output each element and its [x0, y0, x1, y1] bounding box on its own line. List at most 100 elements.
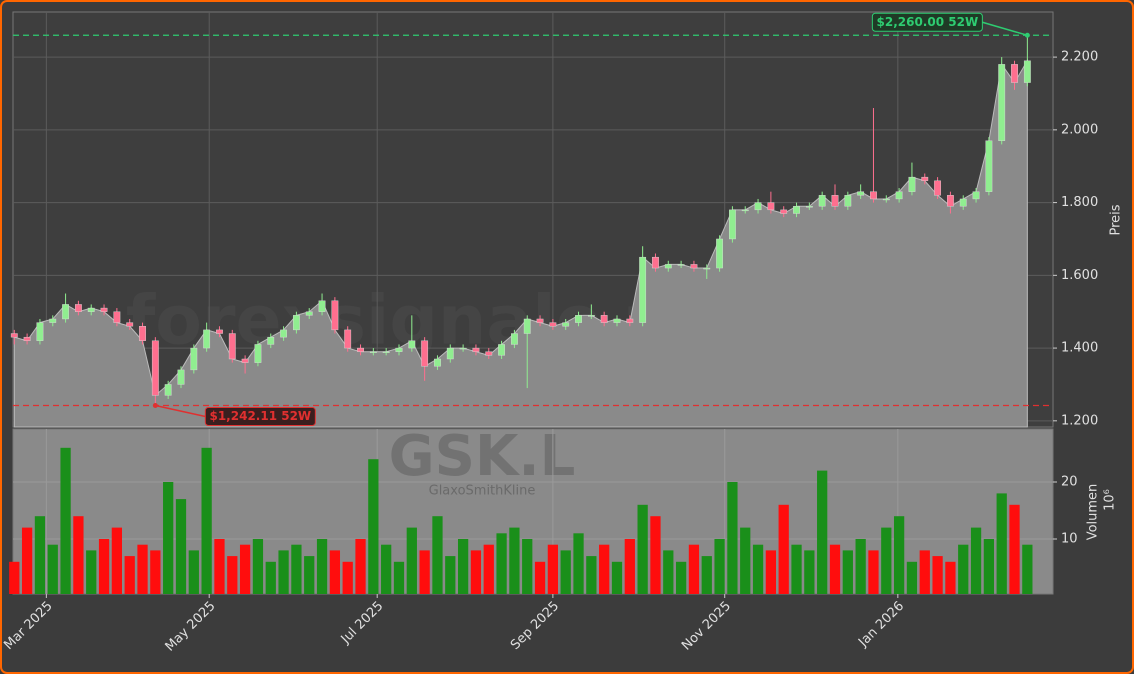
- volume-bar: [945, 561, 956, 594]
- volume-bar: [124, 556, 135, 594]
- candle-body: [74, 304, 82, 312]
- candle-body: [703, 267, 711, 270]
- volume-bar: [675, 561, 687, 594]
- y-tick-label: 2.000: [1061, 122, 1098, 137]
- volume-bar: [73, 516, 84, 594]
- volume-bar: [316, 539, 328, 594]
- candle-body: [216, 329, 223, 334]
- candle-body: [716, 238, 723, 269]
- candle-body: [767, 202, 775, 211]
- candle-body: [510, 333, 518, 345]
- volume-bar: [752, 544, 764, 594]
- volume-bar: [727, 482, 738, 594]
- volume-bar: [47, 544, 58, 594]
- volume-bar: [534, 561, 546, 594]
- volume-bar: [740, 527, 751, 594]
- candle-body: [369, 351, 377, 353]
- candle-body: [139, 326, 146, 341]
- volume-bar: [881, 527, 892, 594]
- candle-body: [793, 206, 800, 214]
- candle-body: [587, 315, 595, 317]
- volume-bar: [586, 556, 597, 594]
- candle-body: [344, 329, 352, 349]
- candle-body: [203, 329, 211, 349]
- volume-bar: [445, 556, 456, 594]
- candle-body: [10, 333, 18, 338]
- candle-body: [434, 358, 441, 367]
- volume-bar: [419, 550, 430, 594]
- candle-body: [729, 209, 736, 240]
- volume-bar: [265, 561, 276, 594]
- volume-bar: [304, 556, 315, 594]
- volume-bar: [919, 550, 930, 594]
- volume-bar: [817, 470, 828, 594]
- candle-body: [382, 351, 390, 353]
- volume-bar: [688, 544, 700, 594]
- candle-body: [421, 340, 429, 367]
- annotation-box: [204, 407, 316, 427]
- candle-body: [921, 176, 929, 181]
- candle-body: [677, 264, 685, 266]
- volume-bar: [611, 561, 623, 594]
- candle-body: [395, 347, 403, 352]
- candle-body: [972, 191, 980, 200]
- volume-bar: [239, 544, 251, 594]
- candle-body: [331, 300, 339, 331]
- volume-bar: [291, 544, 302, 594]
- volume-bar: [381, 544, 392, 594]
- volume-bar: [470, 550, 482, 594]
- volume-bar: [522, 539, 533, 594]
- candle-body: [908, 176, 916, 192]
- candle-body: [947, 195, 954, 207]
- candle-body: [690, 264, 698, 269]
- candle-body: [280, 329, 287, 338]
- volume-bar: [201, 447, 212, 594]
- y-tick-label: 1.400: [1061, 341, 1098, 356]
- candle-body: [575, 315, 582, 323]
- plot-layer: forexsignale.tradeGSK.LGlaxoSmithKline1.…: [1, 12, 1124, 655]
- candle-body: [241, 358, 249, 363]
- y-axis-label: Preis: [1109, 204, 1124, 235]
- candle-body: [857, 191, 865, 196]
- volume-bar: [970, 527, 982, 594]
- volume-bar: [573, 533, 584, 594]
- candle-body: [151, 340, 159, 396]
- candle-body: [49, 318, 57, 323]
- volume-bar: [252, 539, 264, 594]
- volume-bar: [188, 550, 199, 594]
- volume-bar: [496, 533, 507, 594]
- volume-bar: [137, 544, 148, 594]
- y-tick-label: 20: [1061, 475, 1078, 490]
- candle-body: [818, 195, 826, 207]
- candle-body: [626, 318, 634, 323]
- candle-body: [805, 206, 813, 208]
- annotation-arrow-head: [1024, 32, 1030, 38]
- volume-bar: [355, 539, 366, 594]
- volume-bar: [509, 527, 520, 594]
- volume-bar: [893, 516, 905, 594]
- volume-bar: [560, 550, 571, 594]
- candle-body: [664, 264, 672, 269]
- candle-body: [318, 300, 326, 312]
- candle-body: [113, 311, 121, 323]
- y-tick-label: 2.200: [1061, 50, 1098, 65]
- volume-bar: [624, 539, 635, 594]
- volume-bar: [829, 544, 841, 594]
- volume-bar: [60, 447, 71, 594]
- candle-body: [292, 315, 300, 331]
- volume-bar: [227, 556, 238, 594]
- annotation-arrow: [982, 21, 1028, 36]
- volume-bar: [791, 544, 802, 594]
- candle-body: [844, 195, 852, 207]
- candle-body: [305, 311, 313, 316]
- volume-bar: [86, 550, 97, 594]
- volume-bar: [21, 527, 33, 594]
- candle-body: [600, 315, 608, 323]
- annotation-arrow: [155, 404, 206, 418]
- candle-body: [254, 344, 262, 363]
- volume-bar: [765, 550, 777, 594]
- candle-body: [36, 322, 44, 341]
- axis-offset-label: 10⁶: [1103, 489, 1118, 511]
- volume-bar: [1009, 504, 1020, 594]
